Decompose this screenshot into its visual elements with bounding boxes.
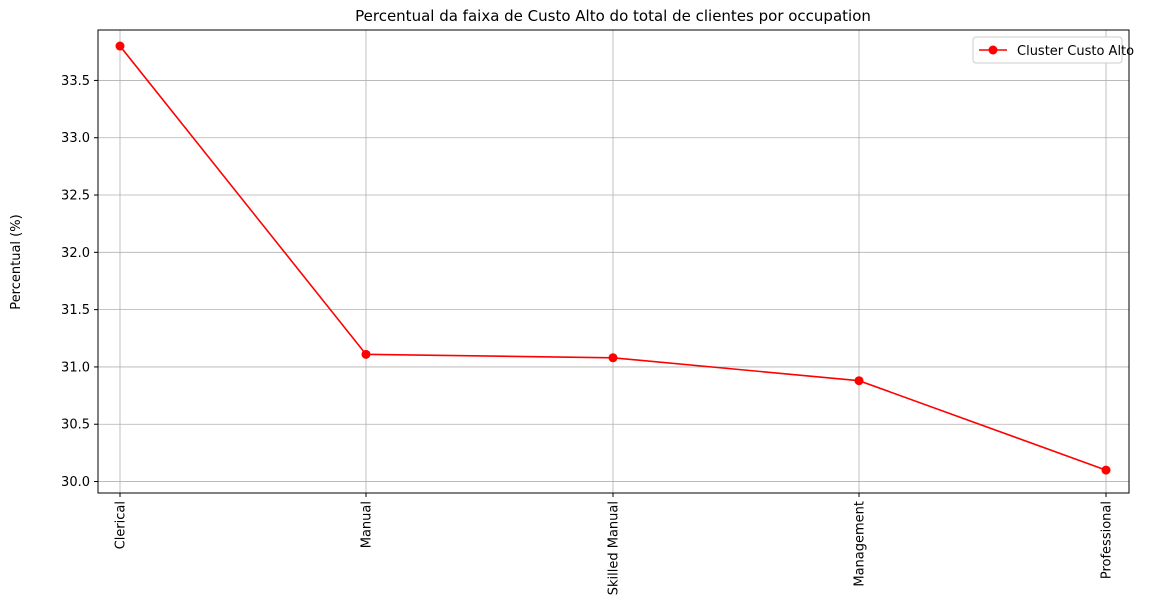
y-tick-label: 30.0 bbox=[61, 475, 90, 490]
y-axis: 30.0 30.5 31.0 31.5 32.0 32.5 33.0 33.5 bbox=[61, 74, 98, 490]
data-point bbox=[854, 376, 864, 386]
series-layer bbox=[115, 41, 1111, 475]
y-tick-label: 33.0 bbox=[61, 131, 90, 146]
x-tick-label: Clerical bbox=[114, 501, 129, 549]
x-tick-label: Management bbox=[853, 501, 868, 587]
x-tick-label: Professional bbox=[1100, 501, 1115, 579]
y-tick-label: 32.0 bbox=[61, 246, 90, 261]
chart-title: Percentual da faixa de Custo Alto do tot… bbox=[355, 7, 871, 25]
legend-entry-cluster-custo-alto: Cluster Custo Alto bbox=[1017, 44, 1134, 59]
y-tick-label: 32.5 bbox=[61, 189, 90, 204]
legend-box bbox=[972, 36, 1123, 64]
x-tick-label: Manual bbox=[360, 501, 375, 548]
y-tick-label: 31.0 bbox=[61, 360, 90, 375]
legend: Cluster Custo Alto bbox=[972, 36, 1134, 64]
y-axis-label: Percentual (%) bbox=[9, 214, 24, 309]
data-point bbox=[1101, 465, 1111, 475]
y-tick-label: 33.5 bbox=[61, 74, 90, 89]
y-tick-label: 31.5 bbox=[61, 303, 90, 318]
data-point bbox=[361, 349, 371, 359]
x-tick-label: Skilled Manual bbox=[607, 501, 622, 595]
y-tick-label: 30.5 bbox=[61, 418, 90, 433]
data-point bbox=[608, 353, 618, 363]
data-point bbox=[115, 41, 125, 51]
x-axis: Clerical Manual Skilled Manual Management Pr… bbox=[114, 493, 1115, 595]
grid-lines bbox=[98, 30, 1129, 493]
legend-marker-swatch bbox=[988, 45, 998, 55]
plot-frame bbox=[97, 29, 1130, 494]
